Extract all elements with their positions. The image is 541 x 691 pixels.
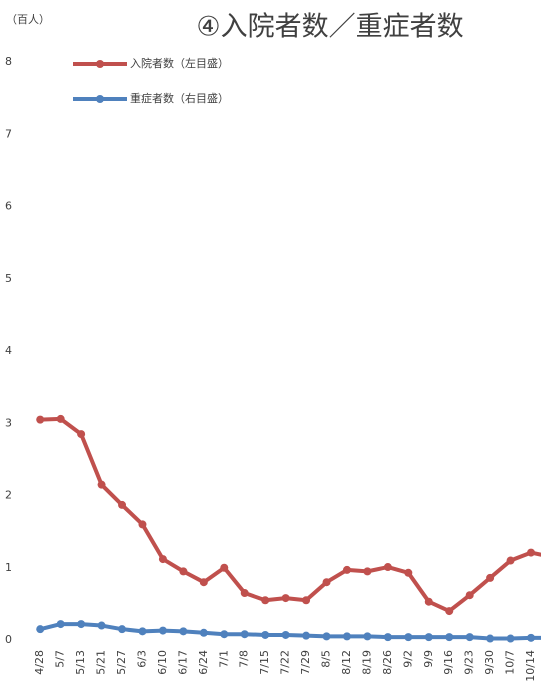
x-tick-label: 6/10 xyxy=(156,650,169,675)
point xyxy=(240,630,249,639)
x-tick-label: 4/28 xyxy=(33,650,46,675)
point xyxy=(506,556,515,565)
point xyxy=(342,565,351,574)
point xyxy=(118,625,127,634)
point xyxy=(506,634,515,643)
x-tick-label: 9/9 xyxy=(422,650,435,668)
point xyxy=(36,625,45,634)
point xyxy=(77,430,86,439)
y-tick-label: 8 xyxy=(5,55,12,68)
point xyxy=(97,621,106,630)
point xyxy=(465,633,474,642)
x-tick-label: 10/7 xyxy=(504,650,517,675)
point xyxy=(56,414,65,423)
y-tick-label: 7 xyxy=(5,127,12,140)
point xyxy=(199,578,208,587)
point xyxy=(445,633,454,642)
x-tick-label: 5/13 xyxy=(74,650,87,675)
point xyxy=(404,568,413,577)
point xyxy=(383,563,392,572)
point xyxy=(383,633,392,642)
x-tick-label: 5/27 xyxy=(115,650,128,675)
x-tick-label: 7/22 xyxy=(279,650,292,675)
point xyxy=(220,563,229,572)
point xyxy=(138,520,147,529)
point xyxy=(302,631,311,640)
y-tick-label: 4 xyxy=(5,344,12,357)
point xyxy=(363,567,372,576)
legend-marker xyxy=(96,60,104,68)
x-tick-label: 8/26 xyxy=(381,650,394,675)
point xyxy=(322,632,331,641)
x-tick-label: 5/21 xyxy=(95,650,108,675)
point xyxy=(486,634,495,643)
point xyxy=(322,578,331,587)
point xyxy=(404,633,413,642)
y-tick-label: 5 xyxy=(5,272,12,285)
x-tick-label: 7/15 xyxy=(258,650,271,675)
x-tick-label: 9/30 xyxy=(483,650,496,675)
point xyxy=(424,633,433,642)
point xyxy=(220,630,229,639)
y-tick-label: 0 xyxy=(5,633,12,646)
x-tick-label: 6/24 xyxy=(197,650,210,675)
legend-marker xyxy=(96,95,104,103)
x-tick-label: 5/7 xyxy=(54,650,67,668)
point xyxy=(527,548,536,557)
point xyxy=(281,630,290,639)
y-tick-label: 2 xyxy=(5,489,12,502)
x-tick-label: 8/19 xyxy=(360,650,373,675)
x-tick-label: 7/1 xyxy=(217,650,230,668)
point xyxy=(363,632,372,641)
point xyxy=(138,627,147,636)
x-tick-label: 8/5 xyxy=(320,650,333,668)
point xyxy=(445,607,454,616)
x-tick-label: 6/17 xyxy=(176,650,189,675)
point xyxy=(158,555,167,564)
point xyxy=(36,415,45,424)
point xyxy=(179,627,188,636)
x-tick-label: 10/14 xyxy=(524,650,537,682)
y-tick-label: 6 xyxy=(5,200,12,213)
point xyxy=(486,573,495,582)
y-unit: （百人） xyxy=(6,13,50,26)
x-tick-label: 9/2 xyxy=(401,650,414,668)
point xyxy=(77,620,86,629)
point xyxy=(424,597,433,606)
series-line xyxy=(40,416,541,614)
point xyxy=(199,628,208,637)
point xyxy=(118,500,127,509)
point xyxy=(527,633,536,642)
point xyxy=(56,620,65,629)
point xyxy=(179,567,188,576)
y-tick-label: 3 xyxy=(5,416,12,429)
point xyxy=(240,589,249,598)
point xyxy=(342,632,351,641)
x-tick-label: 7/29 xyxy=(299,650,312,675)
point xyxy=(261,630,270,639)
x-tick-label: 9/16 xyxy=(442,650,455,675)
point xyxy=(158,626,167,635)
legend-label: 重症者数（右目盛） xyxy=(130,91,229,105)
legend-label: 入院者数（左目盛） xyxy=(130,56,229,70)
x-tick-label: 6/3 xyxy=(135,650,148,668)
point xyxy=(97,480,106,489)
x-tick-label: 8/12 xyxy=(340,650,353,675)
y-tick-label: 1 xyxy=(5,561,12,574)
x-tick-label: 9/23 xyxy=(463,650,476,675)
point xyxy=(465,591,474,600)
point xyxy=(281,594,290,603)
chart-title: ④入院者数／重症者数 xyxy=(196,12,463,43)
point xyxy=(261,596,270,605)
point xyxy=(302,596,311,605)
x-tick-label: 7/8 xyxy=(238,650,251,668)
